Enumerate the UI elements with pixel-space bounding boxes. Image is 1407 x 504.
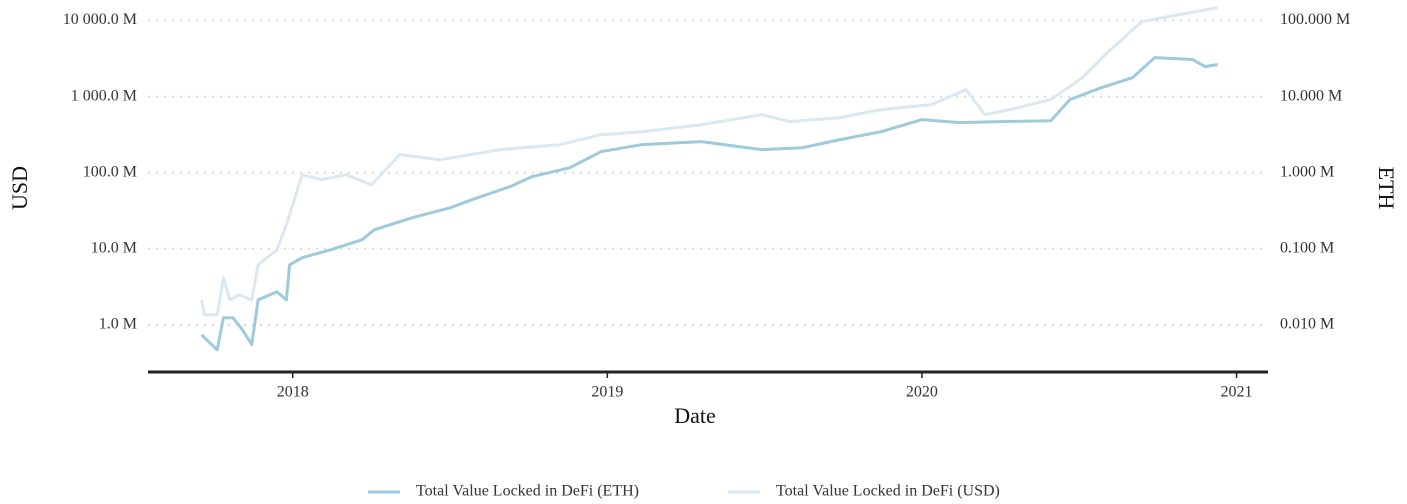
x-tick-label: 2018 xyxy=(277,384,309,401)
y-tick-label: 1 000.0 M xyxy=(71,87,137,104)
y2-tick-label: 100.000 M xyxy=(1280,11,1350,28)
y-tick-label: 100.0 M xyxy=(83,163,137,180)
y2-tick-label: 0.100 M xyxy=(1280,239,1334,256)
x-axis-label: Date xyxy=(674,403,716,428)
x-tick-label: 2019 xyxy=(591,384,623,401)
y-tick-label: 1.0 M xyxy=(99,316,137,333)
series-line xyxy=(200,6,1218,317)
legend-label: Total Value Locked in DeFi (ETH) xyxy=(416,483,639,500)
y2-tick-label: 0.010 M xyxy=(1280,316,1334,333)
x-tick-label: 2021 xyxy=(1221,384,1253,401)
legend-label: Total Value Locked in DeFi (USD) xyxy=(776,483,1000,500)
y-tick-label: 10.0 M xyxy=(91,239,137,256)
x-tick-label: 2020 xyxy=(906,384,938,401)
series-line xyxy=(200,56,1218,352)
y-tick-label: 10 000.0 M xyxy=(63,11,137,28)
y2-tick-label: 10.000 M xyxy=(1280,87,1342,104)
y2-tick-label: 1.000 M xyxy=(1280,163,1334,180)
y2-axis-label: ETH xyxy=(1374,167,1399,210)
y-axis-label: USD xyxy=(7,166,32,210)
